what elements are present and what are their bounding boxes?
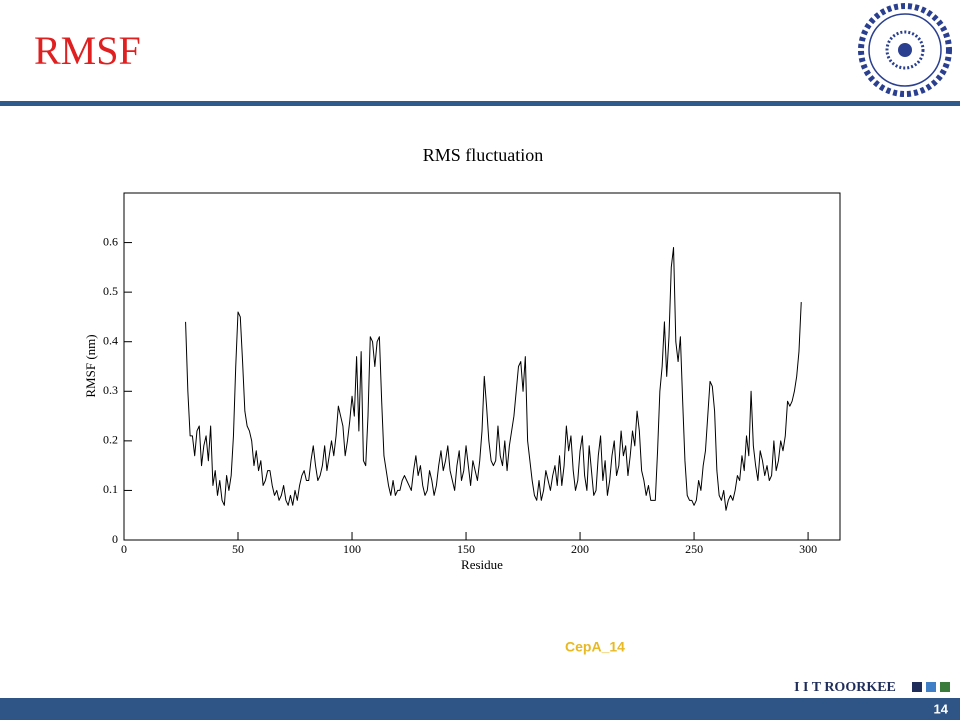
x-axis-label: Residue bbox=[461, 557, 503, 572]
brand: I I T ROORKEE bbox=[794, 680, 896, 695]
y-axis-label: RMSF (nm) bbox=[83, 334, 98, 397]
plot-frame bbox=[123, 192, 841, 541]
brand-square bbox=[926, 682, 936, 692]
x-tick-label: 50 bbox=[232, 542, 244, 556]
header-rule bbox=[0, 101, 960, 106]
y-tick-label: 0.2 bbox=[103, 433, 118, 447]
x-tick-label: 100 bbox=[343, 542, 361, 556]
series-line bbox=[185, 247, 802, 511]
y-tick-label: 0.5 bbox=[103, 284, 118, 298]
brand-square bbox=[940, 682, 950, 692]
slide-title: RMSF bbox=[34, 28, 141, 73]
y-tick-label: 0.6 bbox=[103, 234, 118, 248]
page-number: 14 bbox=[934, 701, 949, 716]
caption: CepA_14 bbox=[565, 639, 625, 655]
x-tick-label: 250 bbox=[685, 542, 703, 556]
x-tick-label: 300 bbox=[799, 542, 817, 556]
chart-title: RMS fluctuation bbox=[423, 145, 544, 165]
x-tick-label: 150 bbox=[457, 542, 475, 556]
y-tick-label: 0.1 bbox=[103, 482, 118, 496]
y-tick-label: 0.3 bbox=[103, 383, 118, 397]
logo bbox=[858, 3, 952, 97]
x-tick-label: 200 bbox=[571, 542, 589, 556]
footer-bar bbox=[0, 698, 960, 720]
x-tick-label: 0 bbox=[121, 542, 127, 556]
y-tick-label: 0 bbox=[112, 532, 118, 546]
brand-square bbox=[912, 682, 922, 692]
y-tick-label: 0.4 bbox=[103, 333, 118, 347]
